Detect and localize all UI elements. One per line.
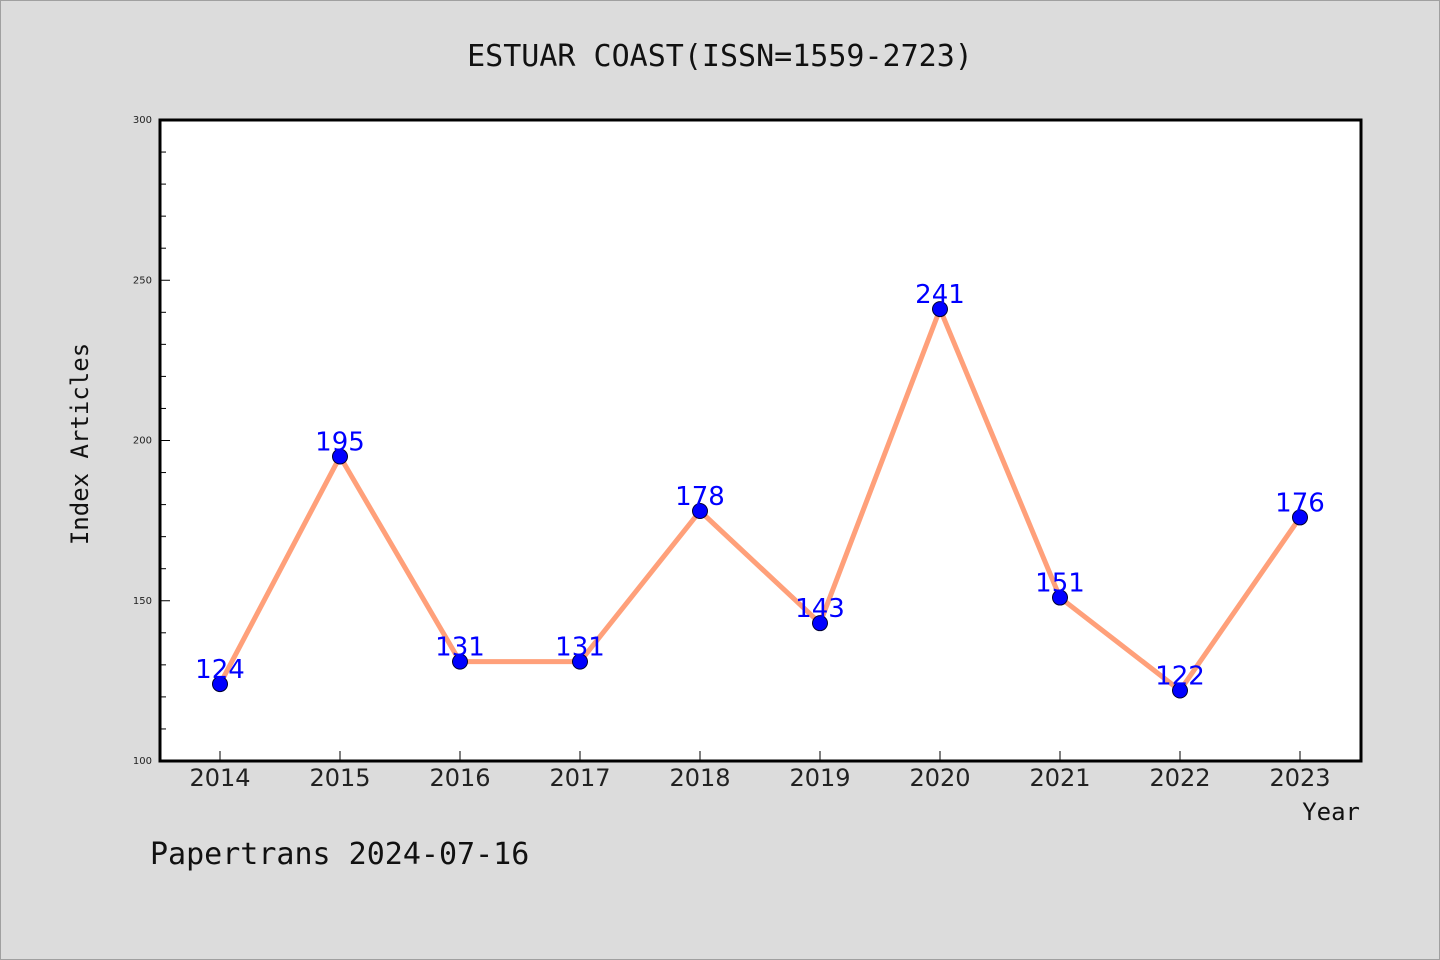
x-axis: 2014 2015 2016 2017 2018 2019 2020 2021 2022 2023	[189, 751, 1331, 792]
data-label: 122	[1155, 661, 1205, 691]
data-label: 151	[1035, 569, 1085, 599]
series-line	[217, 306, 1303, 693]
data-label: 131	[555, 633, 605, 663]
data-point	[692, 503, 708, 520]
data-label: 124	[195, 655, 245, 685]
y-tick-label: 200	[133, 436, 152, 447]
data-point	[1172, 682, 1188, 699]
x-tick-label: 2018	[669, 764, 730, 792]
data-point	[212, 676, 228, 693]
data-label: 178	[675, 482, 725, 512]
x-tick-label: 2016	[429, 764, 490, 792]
data-labels: 124 195 131 131 178 143 241 151 122 176	[195, 280, 1325, 691]
data-point	[332, 448, 348, 465]
data-label: 176	[1275, 488, 1325, 518]
data-point	[812, 615, 828, 632]
y-tick-label: 100	[133, 756, 152, 767]
data-label: 143	[795, 594, 845, 624]
x-tick-label: 2020	[909, 764, 970, 792]
x-axis-label: Year	[1302, 798, 1360, 826]
data-point	[1292, 509, 1308, 526]
x-tick-label: 2017	[549, 764, 610, 792]
plot-frame	[158, 118, 1363, 763]
plot-area	[160, 120, 1361, 761]
y-axis: 100 150 200 250 300	[133, 115, 170, 767]
data-point	[452, 653, 468, 670]
y-tick-label: 300	[133, 115, 152, 126]
data-point	[1052, 589, 1068, 606]
footer-text: Papertrans 2024-07-16	[150, 837, 529, 872]
x-tick-label: 2015	[309, 764, 370, 792]
y-axis-label: Index Articles	[66, 343, 94, 545]
data-point	[932, 301, 948, 318]
data-label: 241	[915, 280, 965, 310]
data-label: 195	[315, 428, 365, 458]
chart-title: ESTUAR COAST(ISSN=1559-2723)	[467, 39, 973, 74]
series-markers	[212, 301, 1308, 699]
x-tick-label: 2023	[1269, 764, 1330, 792]
x-tick-label: 2021	[1029, 764, 1090, 792]
y-tick-label: 250	[133, 275, 152, 286]
x-tick-label: 2022	[1149, 764, 1210, 792]
data-label: 131	[435, 633, 485, 663]
x-tick-label: 2019	[789, 764, 850, 792]
data-point	[572, 653, 588, 670]
y-tick-label: 150	[133, 596, 152, 607]
x-tick-label: 2014	[189, 764, 250, 792]
